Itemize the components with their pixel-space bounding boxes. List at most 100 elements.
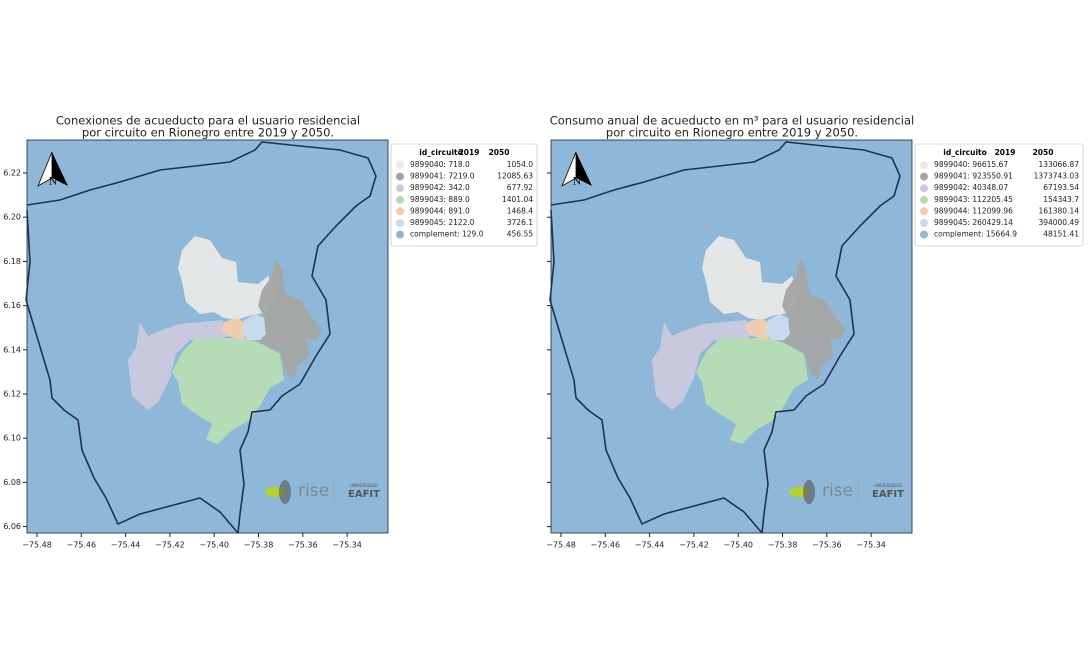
y-tick-label: 6.22 xyxy=(3,169,21,178)
logo-university: UNIVERSIDAD xyxy=(874,483,902,488)
panel-title: Consumo anual de acueducto en m³ para el… xyxy=(550,114,915,128)
legend-value: 1373743.03 xyxy=(1034,172,1080,181)
legend-value: 133066.87 xyxy=(1038,160,1079,169)
legend-label: 9899042: 40348.07 xyxy=(934,183,1008,192)
y-tick-label: 6.16 xyxy=(3,301,21,310)
legend-label: 9899040: 96615.67 xyxy=(934,160,1008,169)
x-tick-label: −75.46 xyxy=(590,541,620,550)
circuit-area xyxy=(178,236,276,320)
legend-swatch xyxy=(396,161,404,169)
legend-swatch xyxy=(920,195,928,204)
logo-eafit: EAFIT xyxy=(872,489,904,500)
circuit-area xyxy=(128,320,230,410)
circuit-area xyxy=(242,314,266,340)
logo-rise: rise xyxy=(822,481,853,501)
legend-value: 394000.49 xyxy=(1038,218,1079,227)
legend-label: 9899041: 923550.91 xyxy=(934,172,1013,181)
circuit-area xyxy=(652,320,754,410)
x-tick-label: −75.44 xyxy=(635,541,665,550)
legend-value: 154343.7 xyxy=(1043,195,1079,204)
legend-value: 677.92 xyxy=(507,183,533,192)
y-tick-label: 6.18 xyxy=(3,257,21,266)
logo-eafit: EAFIT xyxy=(348,489,380,500)
panel-title: por circuito en Rionegro entre 2019 y 20… xyxy=(606,126,858,140)
logo-rise: rise xyxy=(298,481,329,501)
legend-box xyxy=(914,143,1084,247)
legend-label: 9899044: 112099.96 xyxy=(934,206,1013,215)
legend-swatch xyxy=(920,184,928,193)
municipality-border xyxy=(549,141,901,534)
logo-mark xyxy=(279,480,291,504)
legend-value: 48151.41 xyxy=(1043,230,1079,239)
legend-header: 2050 xyxy=(489,148,510,157)
x-tick-label: −75.44 xyxy=(111,541,141,550)
logo-mark xyxy=(803,480,815,504)
legend-value: 456.55 xyxy=(507,230,533,239)
circuit-area xyxy=(696,338,808,444)
legend-value: 1401.04 xyxy=(502,195,533,204)
legend-label: 9899045: 2122.0 xyxy=(410,218,475,227)
x-tick-label: −75.48 xyxy=(22,541,52,550)
y-tick-label: 6.10 xyxy=(3,434,21,443)
legend-label: 9899045: 260429.14 xyxy=(934,218,1013,227)
legend-label: complement: 129.0 xyxy=(410,230,484,239)
x-tick-label: −75.38 xyxy=(244,541,274,550)
x-tick-label: −75.36 xyxy=(812,541,842,550)
legend-swatch xyxy=(920,207,928,216)
x-tick-label: −75.38 xyxy=(768,541,798,550)
panel-title: por circuito en Rionegro entre 2019 y 20… xyxy=(82,126,334,140)
legend-value: 67193.54 xyxy=(1043,183,1079,192)
legend-header: id_circuito xyxy=(419,148,463,157)
circuit-area xyxy=(766,314,790,340)
x-tick-label: −75.46 xyxy=(66,541,96,550)
circuit-area xyxy=(172,338,284,444)
legend-label: 9899044: 891.0 xyxy=(410,206,470,215)
circuit-area xyxy=(222,318,250,340)
legend-label: complement: 15664.9 xyxy=(934,230,1017,239)
legend-value: 12085.63 xyxy=(497,172,533,181)
circuit-area xyxy=(702,236,800,320)
panel: Consumo anual de acueducto en m³ para el… xyxy=(546,114,1084,550)
circuit-area xyxy=(254,258,322,380)
legend-label: 9899041: 7219.0 xyxy=(410,172,475,181)
x-tick-label: −75.48 xyxy=(546,541,576,550)
panel-title: Conexiones de acueducto para el usuario … xyxy=(56,114,360,128)
legend-value: 161380.14 xyxy=(1038,206,1079,215)
panel: Conexiones de acueducto para el usuario … xyxy=(3,114,538,550)
legend-label: 9899043: 889.0 xyxy=(410,195,470,204)
x-tick-label: −75.34 xyxy=(332,541,362,550)
circuit-area xyxy=(778,258,846,380)
legend-swatch xyxy=(920,161,928,169)
municipality-border xyxy=(25,141,377,534)
legend-header: id_circuito xyxy=(943,148,987,157)
x-tick-label: −75.36 xyxy=(288,541,318,550)
x-tick-label: −75.42 xyxy=(679,541,709,550)
x-tick-label: −75.42 xyxy=(155,541,185,550)
legend-box xyxy=(390,143,538,247)
legend-value: 1054.0 xyxy=(507,160,533,169)
y-tick-label: 6.12 xyxy=(3,390,21,399)
legend-swatch xyxy=(396,219,404,227)
north-arrow xyxy=(576,152,592,186)
legend-swatch xyxy=(396,195,404,204)
legend-swatch xyxy=(396,207,404,216)
legend-swatch xyxy=(920,172,928,181)
legend-value: 1468.4 xyxy=(507,206,533,215)
x-tick-label: −75.34 xyxy=(856,541,886,550)
north-arrow xyxy=(52,152,68,186)
legend-header: 2050 xyxy=(1033,148,1054,157)
y-tick-label: 6.14 xyxy=(3,345,21,354)
logo-university: UNIVERSIDAD xyxy=(350,483,378,488)
legend-swatch xyxy=(920,219,928,227)
legend-swatch xyxy=(396,230,404,239)
x-tick-label: −75.40 xyxy=(199,541,229,550)
legend-header: 2019 xyxy=(459,148,480,157)
legend-header: 2019 xyxy=(995,148,1016,157)
legend-label: 9899040: 718.0 xyxy=(410,160,470,169)
y-tick-label: 6.08 xyxy=(3,478,21,487)
legend-label: 9899042: 342.0 xyxy=(410,183,470,192)
y-tick-label: 6.20 xyxy=(3,213,21,222)
legend-label: 9899043: 112205.45 xyxy=(934,195,1013,204)
north-label: N xyxy=(573,177,582,188)
